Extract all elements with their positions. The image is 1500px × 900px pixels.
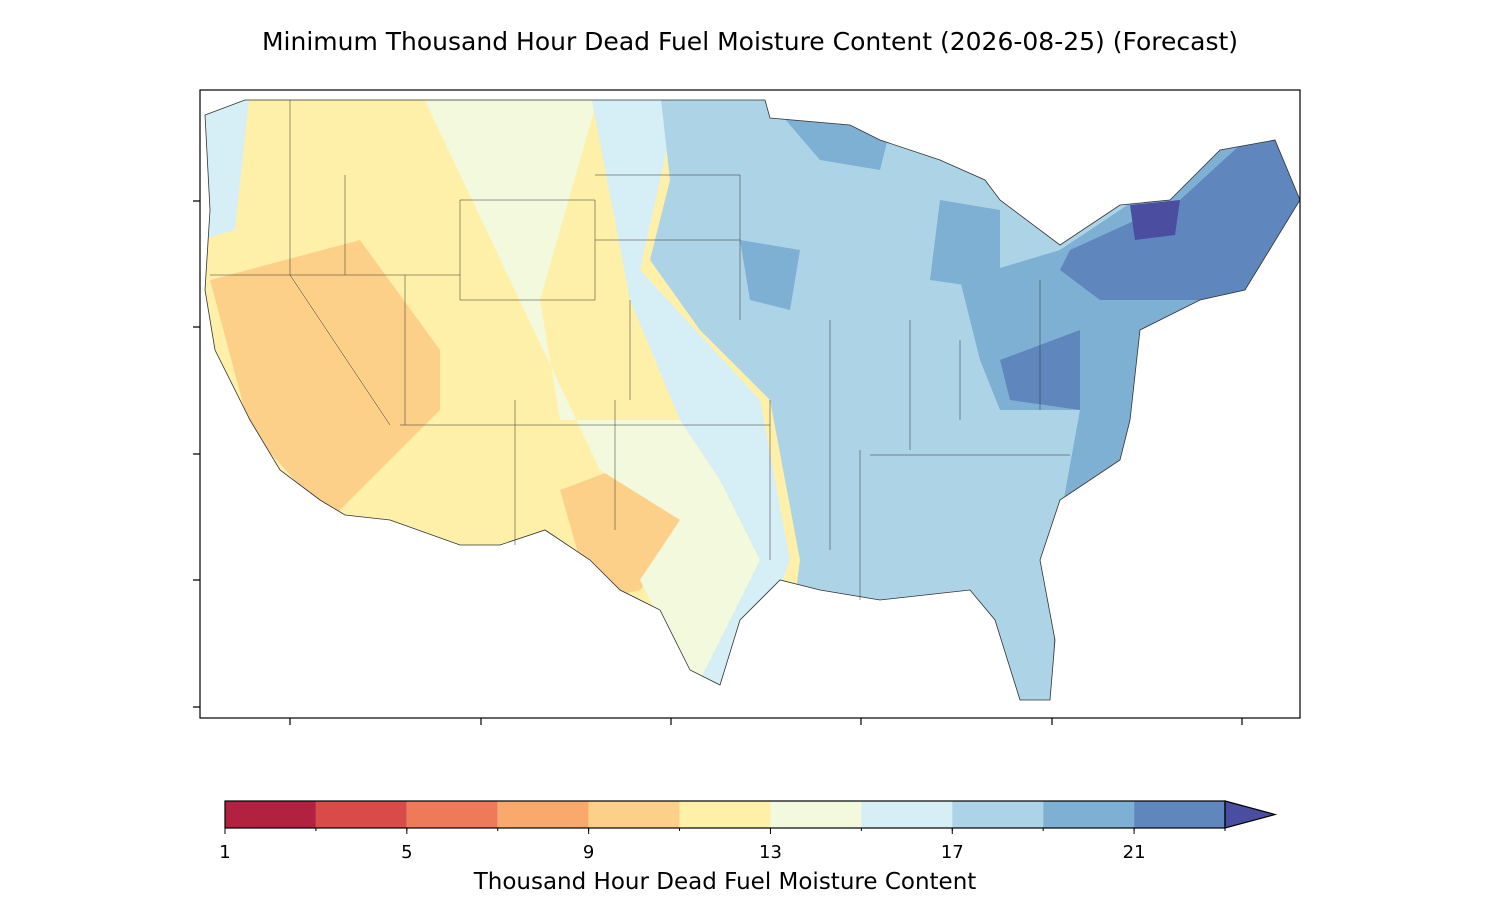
map <box>193 89 1301 725</box>
colorbar-tick-label: 13 <box>759 842 782 863</box>
colorbar-tick-label: 5 <box>401 842 412 863</box>
colorbar-segment <box>952 801 1044 828</box>
title: Minimum Thousand Hour Dead Fuel Moisture… <box>262 27 1238 56</box>
colorbar-tick-label: 9 <box>583 842 594 863</box>
colorbar-segment <box>315 801 407 828</box>
colorbar-segment <box>770 801 862 828</box>
colorbar-segment <box>497 801 589 828</box>
colorbar-segment <box>861 801 953 828</box>
colorbar-segment <box>225 801 316 828</box>
colorbar-segment <box>588 801 680 828</box>
colorbar-segment <box>1134 801 1225 828</box>
colorbar-label: Thousand Hour Dead Fuel Moisture Content <box>473 869 977 895</box>
colorbar-tick-label: 1 <box>219 842 230 863</box>
colorbar-tick-label: 21 <box>1123 842 1146 863</box>
colorbar: 1 5 9 13 17 21 <box>219 800 1278 863</box>
colorbar-frame <box>224 800 1226 829</box>
colorbar-extend <box>1224 800 1278 829</box>
colorbar-segment <box>679 801 771 828</box>
colorbar-segment <box>406 801 498 828</box>
colorbar-tick-label: 17 <box>941 842 964 863</box>
colorbar-segment <box>1043 801 1135 828</box>
